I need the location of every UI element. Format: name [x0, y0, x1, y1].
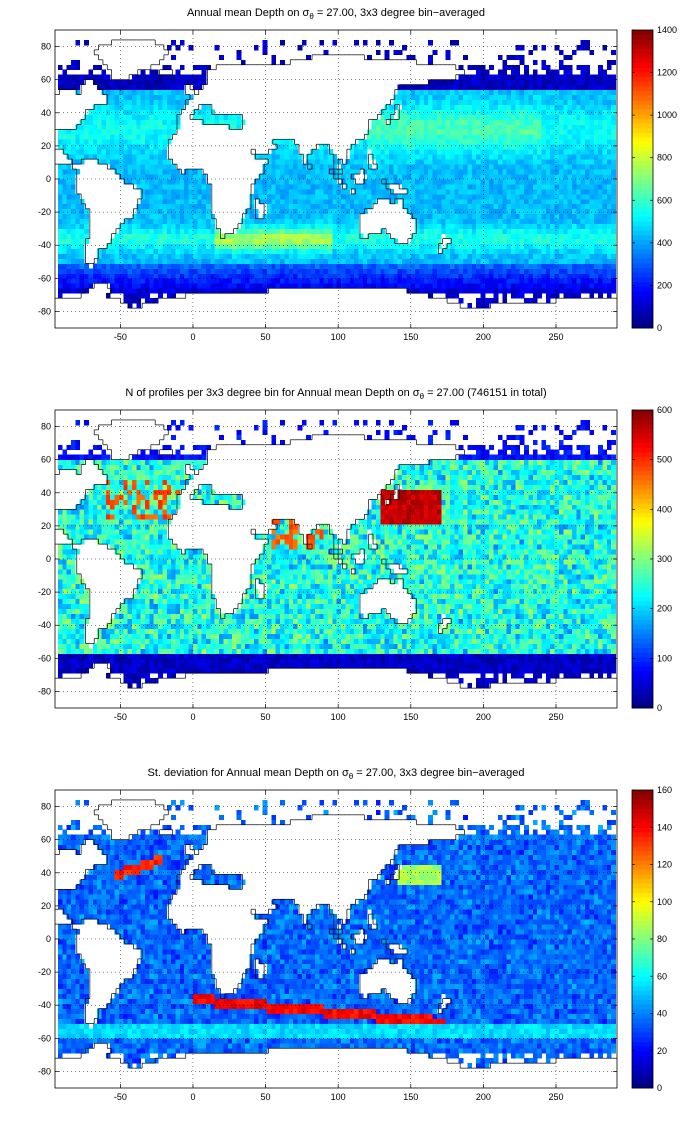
- x-tick-label: 50: [261, 1092, 271, 1102]
- x-tick-label: -50: [114, 712, 127, 722]
- colorbar-tick-label: 600: [657, 195, 672, 205]
- colorbar-tick-label: 40: [657, 1009, 667, 1019]
- panel-profile-count: N of profiles per 3x3 degree bin for Ann…: [0, 380, 696, 760]
- x-tick-label: 0: [190, 1092, 195, 1102]
- y-tick-label: -80: [38, 686, 51, 696]
- colorbar-tick-label: 1000: [657, 110, 677, 120]
- coastline: [55, 39, 617, 309]
- x-tick-label: -50: [114, 332, 127, 342]
- colorbar-tick-label: 0: [657, 1083, 662, 1093]
- colorbar-tick-label: 140: [657, 822, 672, 832]
- x-tick-label: 100: [331, 332, 346, 342]
- colorbar: [632, 410, 653, 709]
- colorbar-tick-label: 1200: [657, 68, 677, 78]
- colorbar: [632, 30, 653, 329]
- colorbar-tick-label: 800: [657, 153, 672, 163]
- colorbar-tick-label: 600: [657, 405, 672, 415]
- colorbar-tick-label: 0: [657, 703, 662, 713]
- x-tick-label: 50: [261, 332, 271, 342]
- colorbar-tick-label: 200: [657, 280, 672, 290]
- y-tick-label: 60: [41, 455, 51, 465]
- colorbar-tick-label: 60: [657, 971, 667, 981]
- map-plot: -50 0 50 100 150 200 250806040200-20-40-60-806…: [38, 405, 672, 722]
- colorbar-tick-label: 400: [657, 504, 672, 514]
- y-tick-label: -60: [38, 653, 51, 663]
- y-tick-label: 40: [41, 108, 51, 118]
- y-tick-label: 60: [41, 75, 51, 85]
- colorbar-tick-label: 20: [657, 1046, 667, 1056]
- y-tick-label: 80: [41, 802, 51, 812]
- x-tick-label: 250: [548, 1092, 563, 1102]
- y-tick-label: -80: [38, 1066, 51, 1076]
- x-tick-label: 0: [190, 712, 195, 722]
- x-tick-label: 0: [190, 332, 195, 342]
- y-tick-label: -20: [38, 587, 51, 597]
- y-tick-label: -20: [38, 207, 51, 217]
- panel-mean-depth: Annual mean Depth on σθ = 27.00, 3x3 deg…: [0, 0, 696, 380]
- y-tick-label: 20: [41, 141, 51, 151]
- grid-lines: [55, 30, 617, 328]
- y-tick-label: 60: [41, 835, 51, 845]
- x-tick-label: 150: [403, 712, 418, 722]
- y-tick-label: -20: [38, 967, 51, 977]
- colorbar-tick-label: 400: [657, 238, 672, 248]
- x-tick-label: -50: [114, 1092, 127, 1102]
- data-cells: [57, 39, 616, 309]
- x-tick-label: 150: [403, 1092, 418, 1102]
- colorbar-tick-label: 120: [657, 860, 672, 870]
- colorbar-tick-label: 200: [657, 604, 672, 614]
- chart-title: Annual mean Depth on σθ = 27.00, 3x3 deg…: [186, 7, 486, 22]
- grid-lines: [55, 410, 617, 708]
- grid-lines: [55, 790, 617, 1088]
- x-tick-label: 250: [548, 332, 563, 342]
- chart-title: St. deviation for Annual mean Depth on σ…: [147, 767, 525, 782]
- data-cells: [57, 799, 616, 1069]
- colorbar-tick-label: 100: [657, 897, 672, 907]
- colorbar-tick-label: 500: [657, 455, 672, 465]
- map-plot: -50 0 50 100 150 200 250806040200-20-40-60-801…: [38, 25, 677, 342]
- y-tick-label: -60: [38, 273, 51, 283]
- coastline: [55, 799, 617, 1069]
- y-tick-label: 80: [41, 422, 51, 432]
- y-tick-label: 80: [41, 42, 51, 52]
- chart-title: N of profiles per 3x3 degree bin for Ann…: [125, 387, 547, 402]
- y-tick-label: -80: [38, 306, 51, 316]
- x-tick-label: 200: [476, 332, 491, 342]
- y-tick-label: -40: [38, 240, 51, 250]
- x-tick-label: 100: [331, 1092, 346, 1102]
- panel-std-deviation: St. deviation for Annual mean Depth on σ…: [0, 760, 696, 1140]
- y-tick-label: 40: [41, 488, 51, 498]
- y-tick-label: -40: [38, 620, 51, 630]
- x-tick-label: 200: [476, 712, 491, 722]
- x-tick-label: 150: [403, 332, 418, 342]
- colorbar-tick-label: 0: [657, 323, 662, 333]
- colorbar-tick-label: 1400: [657, 25, 677, 35]
- x-tick-label: 250: [548, 712, 563, 722]
- coastline: [55, 419, 617, 689]
- data-cells: [57, 419, 616, 689]
- colorbar-tick-label: 100: [657, 653, 672, 663]
- y-tick-label: -40: [38, 1000, 51, 1010]
- colorbar-tick-label: 300: [657, 554, 672, 564]
- y-tick-label: 20: [41, 521, 51, 531]
- y-tick-label: 20: [41, 901, 51, 911]
- y-tick-label: -60: [38, 1033, 51, 1043]
- colorbar: [632, 790, 653, 1089]
- map-plot: -50 0 50 100 150 200 250806040200-20-40-60-801…: [38, 785, 672, 1102]
- colorbar-tick-label: 80: [657, 934, 667, 944]
- x-tick-label: 200: [476, 1092, 491, 1102]
- x-tick-label: 50: [261, 712, 271, 722]
- y-tick-label: 0: [46, 934, 51, 944]
- y-tick-label: 40: [41, 868, 51, 878]
- y-tick-label: 0: [46, 554, 51, 564]
- y-tick-label: 0: [46, 174, 51, 184]
- x-tick-label: 100: [331, 712, 346, 722]
- colorbar-tick-label: 160: [657, 785, 672, 795]
